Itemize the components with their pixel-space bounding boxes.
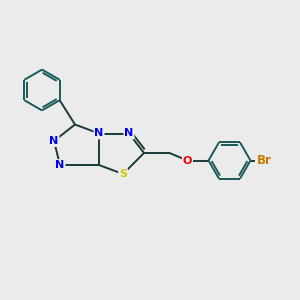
Text: Br: Br	[256, 154, 272, 167]
Text: O: O	[183, 155, 192, 166]
Text: N: N	[56, 160, 64, 170]
Text: N: N	[94, 128, 103, 139]
Text: S: S	[119, 169, 127, 179]
Text: N: N	[124, 128, 134, 139]
Text: N: N	[50, 136, 58, 146]
